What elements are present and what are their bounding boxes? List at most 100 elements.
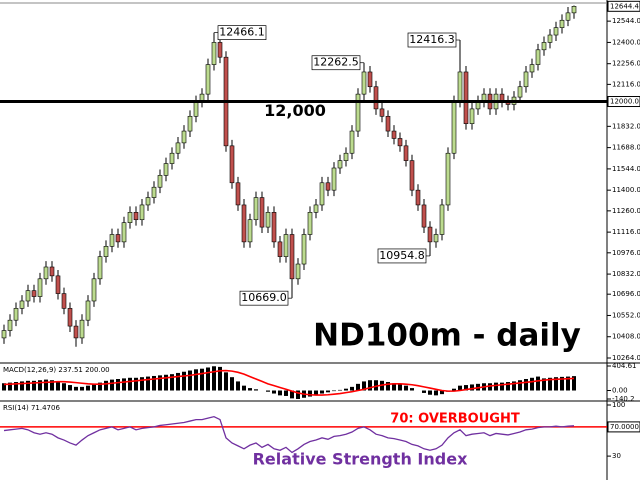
axis-box	[607, 96, 640, 108]
candle-body	[187, 115, 193, 132]
candle-body	[385, 115, 391, 132]
macd-bar	[278, 390, 282, 396]
y-tick-label: 30	[612, 452, 621, 460]
callout-box	[311, 55, 361, 71]
y-tick-label: 0.00	[612, 387, 628, 395]
candle-body	[241, 204, 247, 243]
candle-body	[121, 222, 127, 243]
macd-bar	[488, 383, 492, 391]
candle-body	[25, 290, 31, 302]
candle-body	[439, 204, 445, 235]
macd-bar	[74, 386, 78, 391]
candle-body	[283, 234, 289, 257]
macd-bar	[134, 377, 138, 391]
y-tick-label: 11260.0	[612, 207, 640, 215]
macd-bar	[470, 384, 474, 391]
signal-line	[3, 369, 575, 396]
macd-bar	[434, 390, 438, 396]
candle-body	[85, 300, 91, 321]
y-tick-label: 12400.0	[612, 38, 640, 46]
macd-bar	[332, 390, 336, 392]
candle-body	[421, 204, 427, 228]
macd-bar	[206, 367, 210, 391]
macd-bar	[32, 380, 36, 391]
y-tick-label: 10832.0	[612, 270, 640, 278]
candle-body	[109, 234, 115, 247]
macd-bar	[56, 381, 60, 391]
candle-body	[445, 152, 451, 206]
candle-body	[97, 256, 103, 280]
macd-bar	[362, 381, 366, 391]
macd-bar	[308, 390, 312, 397]
macd-bar	[104, 380, 108, 391]
macd-bar	[536, 376, 540, 391]
candle-body	[1, 330, 7, 339]
macd-bar	[296, 390, 300, 399]
candle-body	[175, 142, 181, 154]
macd-bar	[314, 390, 318, 396]
candle-body	[367, 71, 373, 88]
candle-body	[553, 27, 559, 36]
macd-bar	[374, 380, 378, 391]
candle-body	[541, 42, 547, 51]
candle-body	[343, 152, 349, 161]
candle-body	[565, 12, 571, 21]
candle-body	[229, 145, 235, 184]
candle-body	[79, 319, 85, 339]
candle-body	[13, 308, 19, 321]
level-axis-label: 12000.0	[610, 98, 639, 106]
macd-bar	[398, 384, 402, 391]
candle-body	[373, 86, 379, 110]
macd-bar	[188, 370, 192, 391]
candle-body	[217, 42, 223, 58]
macd-bar	[422, 390, 426, 393]
candle-body	[55, 275, 61, 294]
candle-body	[133, 212, 139, 221]
macd-bar	[128, 377, 132, 391]
macd-bar	[110, 379, 114, 391]
macd-bar	[506, 382, 510, 391]
panel-title: RSI(14) 71.4706	[3, 404, 60, 412]
macd-bar	[170, 374, 174, 391]
macd-bar	[200, 368, 204, 391]
candle-body	[37, 278, 43, 297]
candle-body	[397, 138, 403, 147]
callout-label: 12466.1	[219, 26, 265, 39]
panel-title: MACD(12,26,9) 237.51 200.00	[3, 366, 110, 374]
candle-body	[319, 182, 325, 206]
macd-bar	[98, 382, 102, 391]
candle-body	[61, 293, 67, 309]
candle-body	[415, 189, 421, 206]
callout-box	[239, 290, 289, 306]
macd-bar	[14, 382, 18, 391]
candle-body	[307, 212, 313, 235]
macd-bar	[404, 385, 408, 391]
candle-body	[427, 226, 433, 243]
candle-body	[529, 64, 535, 73]
axis-box	[607, 421, 640, 433]
candle-body	[349, 130, 355, 154]
macd-bar	[440, 390, 444, 395]
macd-bar	[140, 377, 144, 391]
macd-bar	[284, 390, 288, 396]
macd-bar	[368, 380, 372, 391]
macd-bar	[8, 382, 12, 391]
macd-bar	[212, 366, 216, 391]
y-tick-label: 11400.0	[612, 186, 640, 194]
macd-bar	[38, 380, 42, 391]
macd-bar	[68, 385, 72, 391]
candle-body	[235, 182, 241, 206]
candle-body	[559, 19, 565, 28]
candle-body	[181, 130, 187, 144]
macd-bar	[92, 384, 96, 391]
macd-bar	[290, 390, 294, 399]
candle-body	[463, 71, 469, 124]
rsi-level-label: 70.0000	[610, 423, 639, 431]
level-label: 12,000	[264, 101, 326, 120]
candle-body	[379, 108, 385, 117]
candle-body	[139, 204, 145, 221]
candle-body	[205, 64, 211, 95]
macd-bar	[566, 376, 570, 391]
macd-bar	[392, 383, 396, 391]
